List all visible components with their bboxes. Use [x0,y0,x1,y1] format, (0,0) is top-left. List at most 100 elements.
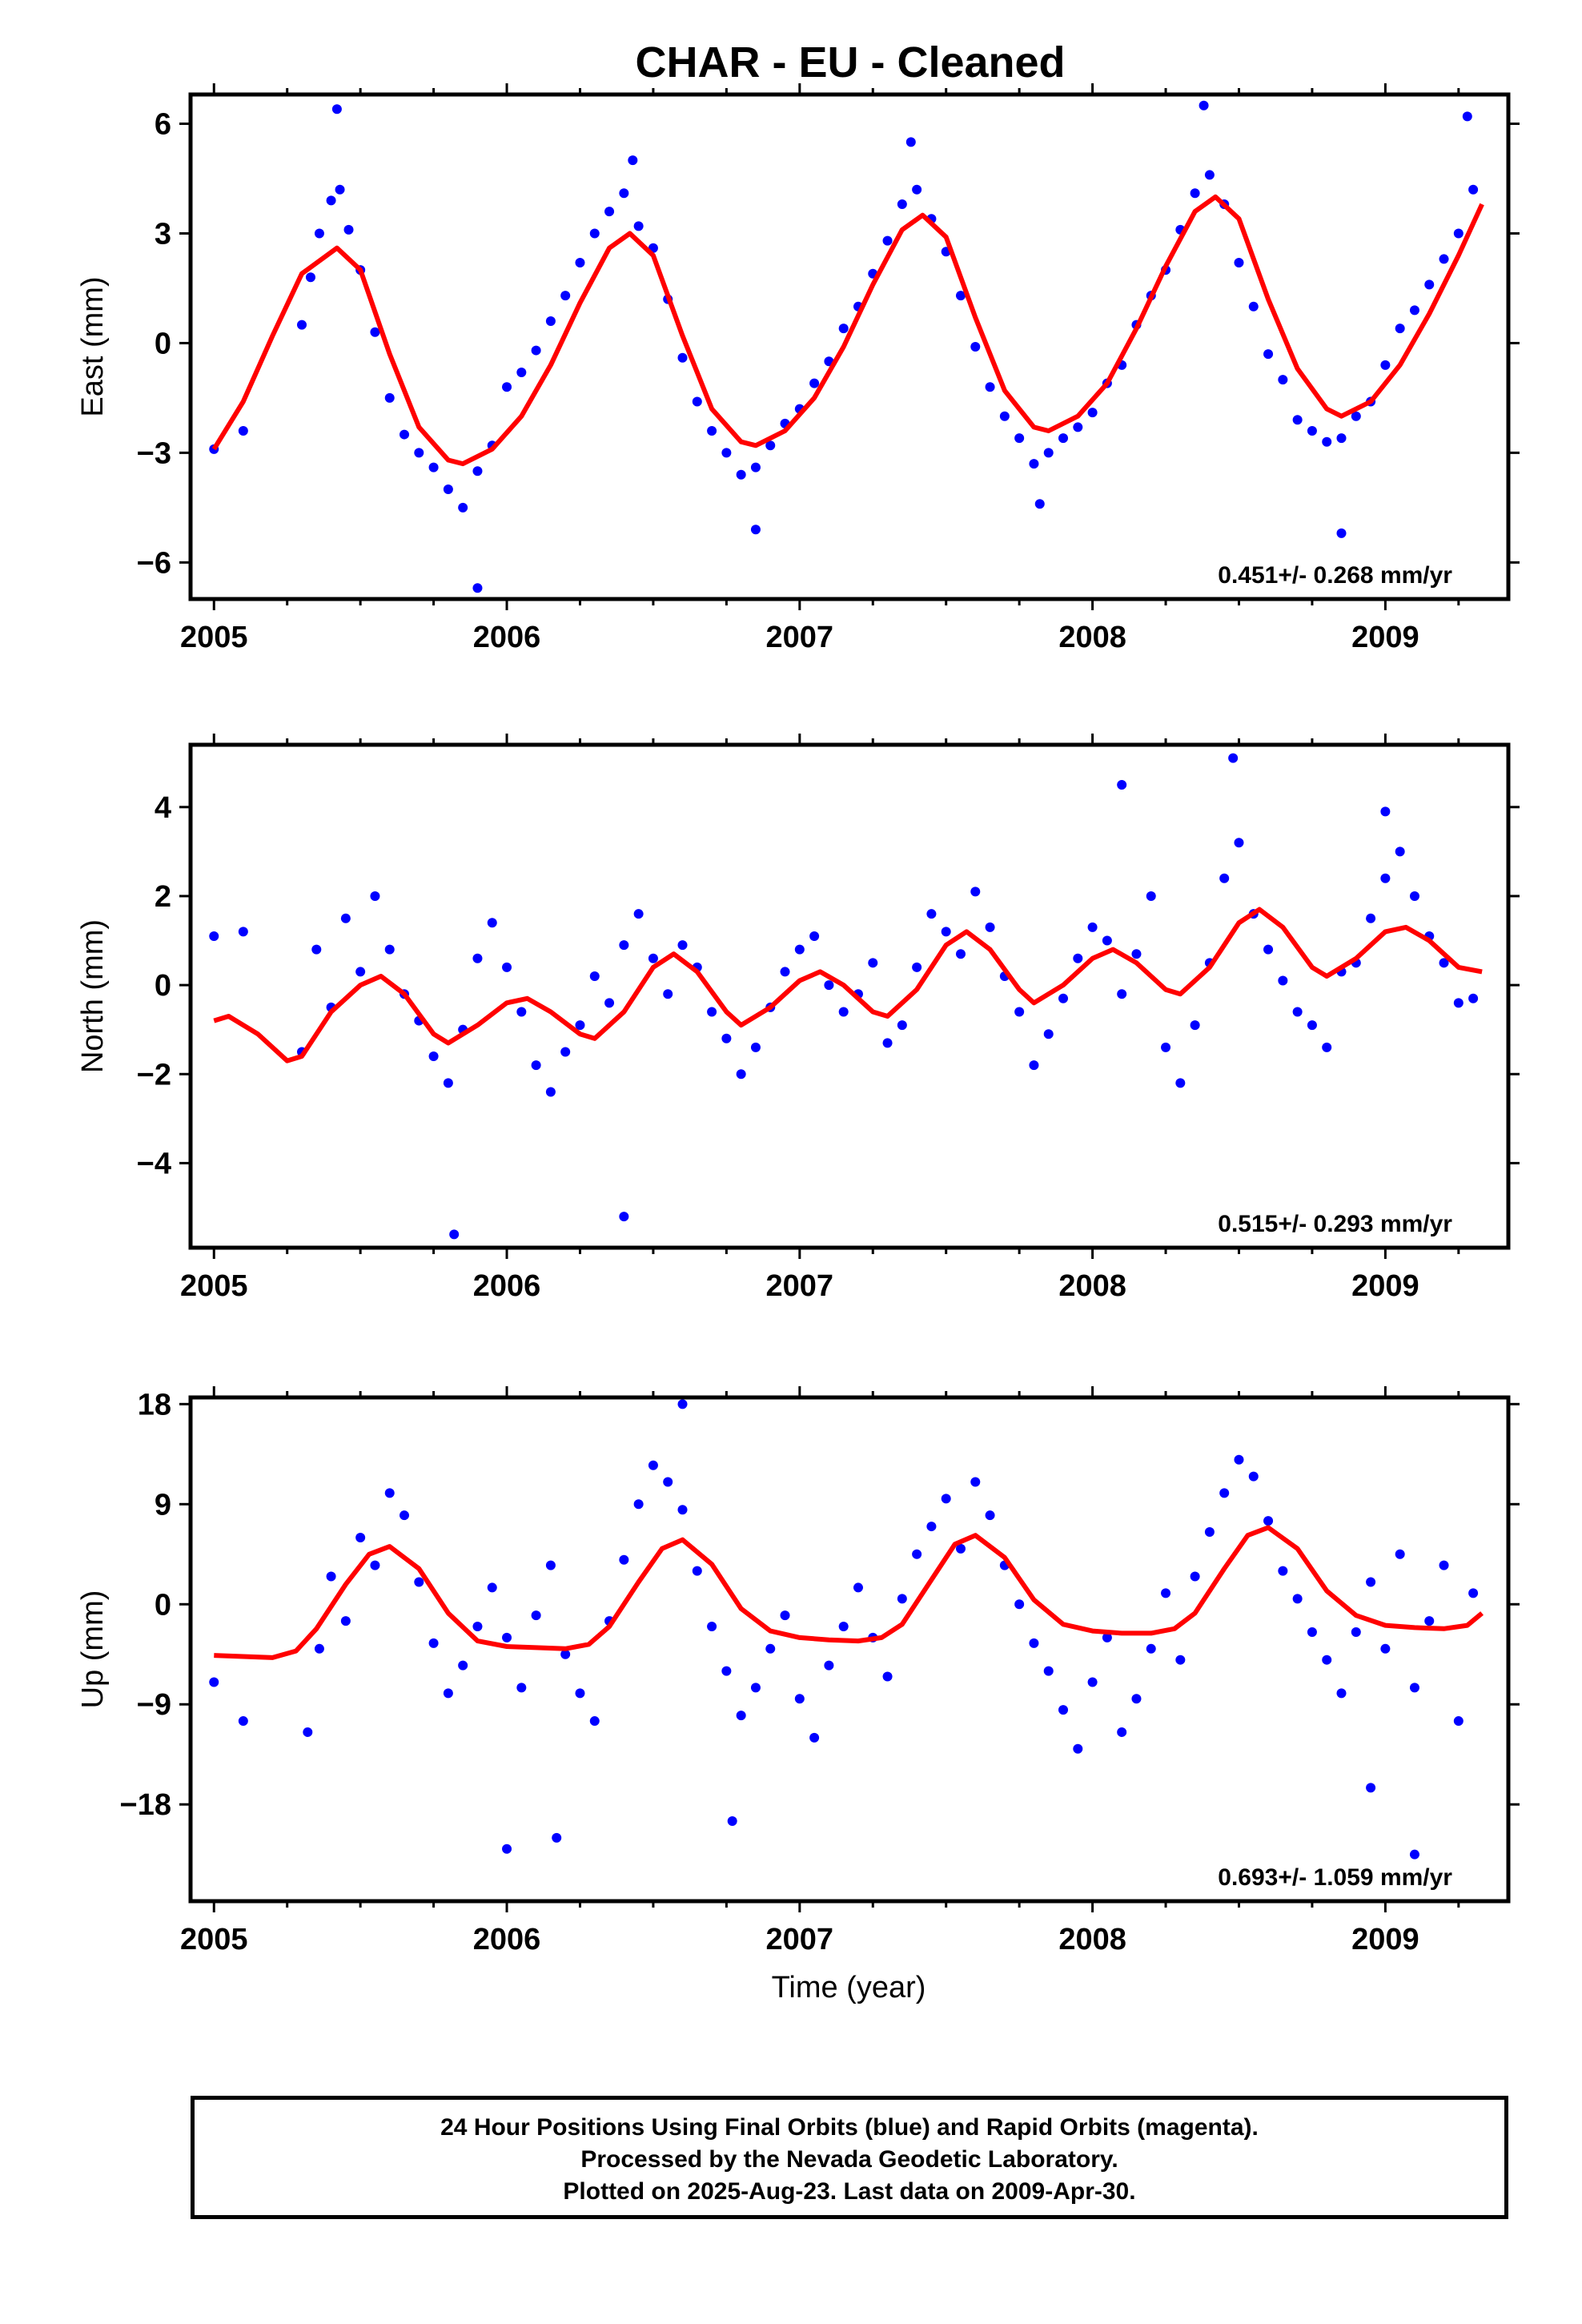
north-data-point [1102,935,1112,946]
east-data-point [1014,433,1025,444]
footer-line-2: Processed by the Nevada Geodetic Laborat… [580,2146,1118,2173]
east-data-point [1204,170,1215,180]
up-data-point [765,1643,776,1654]
east-data-point [1468,184,1479,195]
north-data-point [531,1060,541,1071]
east-data-point [516,367,527,377]
north-data-point [1029,1060,1039,1071]
up-data-point [1131,1694,1142,1704]
east-data-point [1424,279,1435,290]
up-data-point [1029,1638,1039,1648]
chart-title: CHAR - EU - Cleaned [635,38,1065,86]
east-y-tick-label: 3 [155,217,171,251]
north-data-point [941,927,951,937]
east-data-point [458,502,468,513]
east-data-point [1234,258,1244,267]
east-data-point [1292,415,1303,425]
up-data-point [340,1616,351,1626]
up-data-point [1307,1626,1317,1637]
up-panel: 18 9 0 −9 −18 2005 2006 2007 2008 2009 Up (mm) 0.69… [76,1386,1520,1956]
up-data-point [531,1610,541,1621]
up-data-point [516,1683,527,1693]
north-data-point [970,887,981,897]
north-panel: 4 2 0 −2 −4 2005 2006 2007 2008 2009 North (mm) 0.5… [76,734,1520,1303]
up-data-point [663,1477,673,1487]
north-data-point [449,1229,460,1240]
east-data-point [1190,188,1200,199]
east-data-point [809,378,820,388]
up-fit-line [214,1525,1484,1660]
north-data-point [1263,944,1274,955]
east-data-point [1409,305,1419,316]
north-data-point [1219,873,1230,883]
north-plot-frame [188,742,1511,1250]
east-data-point [882,235,893,246]
north-y-axis-label: North (mm) [76,919,110,1073]
east-x-tick-label: 2005 [180,621,248,654]
north-data-point [1087,922,1098,932]
north-y-tick-label: 2 [155,880,171,914]
up-x-tick-label: 2005 [180,1923,248,1956]
north-rate-label: 0.515+/- 0.293 mm/yr [1218,1211,1452,1237]
east-data-point [428,462,439,472]
north-data-point [516,1007,527,1017]
up-data-point [400,1510,410,1521]
north-data-point [1073,953,1083,963]
east-fit-line [211,194,1484,467]
north-data-point [1228,753,1239,763]
north-data-point [560,1047,571,1057]
up-data-point [633,1499,644,1510]
east-data-point [472,583,483,593]
east-data-point [1248,301,1259,312]
east-data-point [443,485,453,495]
up-y-tick-label: −18 [120,1788,171,1822]
east-data-point [472,466,483,476]
north-data-point [1380,873,1391,883]
north-y-tick-label: 0 [155,969,171,1003]
east-data-point [912,184,922,195]
up-data-point [1014,1599,1025,1610]
up-data-point [1468,1588,1479,1598]
north-data-point [985,922,995,932]
east-x-tick-label: 2009 [1351,621,1419,654]
east-data-point [633,221,644,231]
north-points [209,753,1479,1240]
east-data-point [575,258,585,267]
east-data-point [296,320,307,330]
up-data-point [575,1688,585,1699]
north-fit-line [213,907,1483,1063]
north-y-tick-label: 4 [155,791,171,825]
north-data-point [780,967,790,977]
north-data-point [604,998,615,1008]
up-data-point [1146,1643,1156,1654]
up-data-point [1248,1471,1259,1482]
east-data-point [343,224,354,235]
up-data-point [1395,1549,1405,1559]
east-data-point [1307,426,1317,436]
up-data-point [355,1532,366,1542]
up-data-point [238,1716,248,1727]
east-data-point [384,392,395,403]
north-data-point [1395,846,1405,857]
up-data-point [1366,1783,1376,1793]
east-data-point [545,316,556,327]
east-y-tick-label: −3 [137,436,171,470]
up-data-point [824,1660,834,1671]
up-plot-frame [188,1395,1511,1904]
north-data-point [882,1038,893,1048]
up-data-point [794,1694,805,1704]
east-data-point [502,382,512,392]
east-data-point [1453,228,1464,239]
east-panel: 6 3 0 −3 −6 2005 2006 2007 2008 2009 East (mm) 0.45… [76,83,1520,654]
north-data-point [1131,949,1142,959]
up-data-point [326,1571,336,1582]
east-data-point [1199,100,1209,111]
up-data-point [458,1660,468,1671]
east-data-point [1336,528,1347,538]
up-x-tick-label: 2008 [1058,1923,1126,1956]
up-data-point [1409,1849,1419,1860]
north-data-point [809,931,820,941]
north-data-point [1234,838,1244,848]
up-points [209,1399,1479,1860]
